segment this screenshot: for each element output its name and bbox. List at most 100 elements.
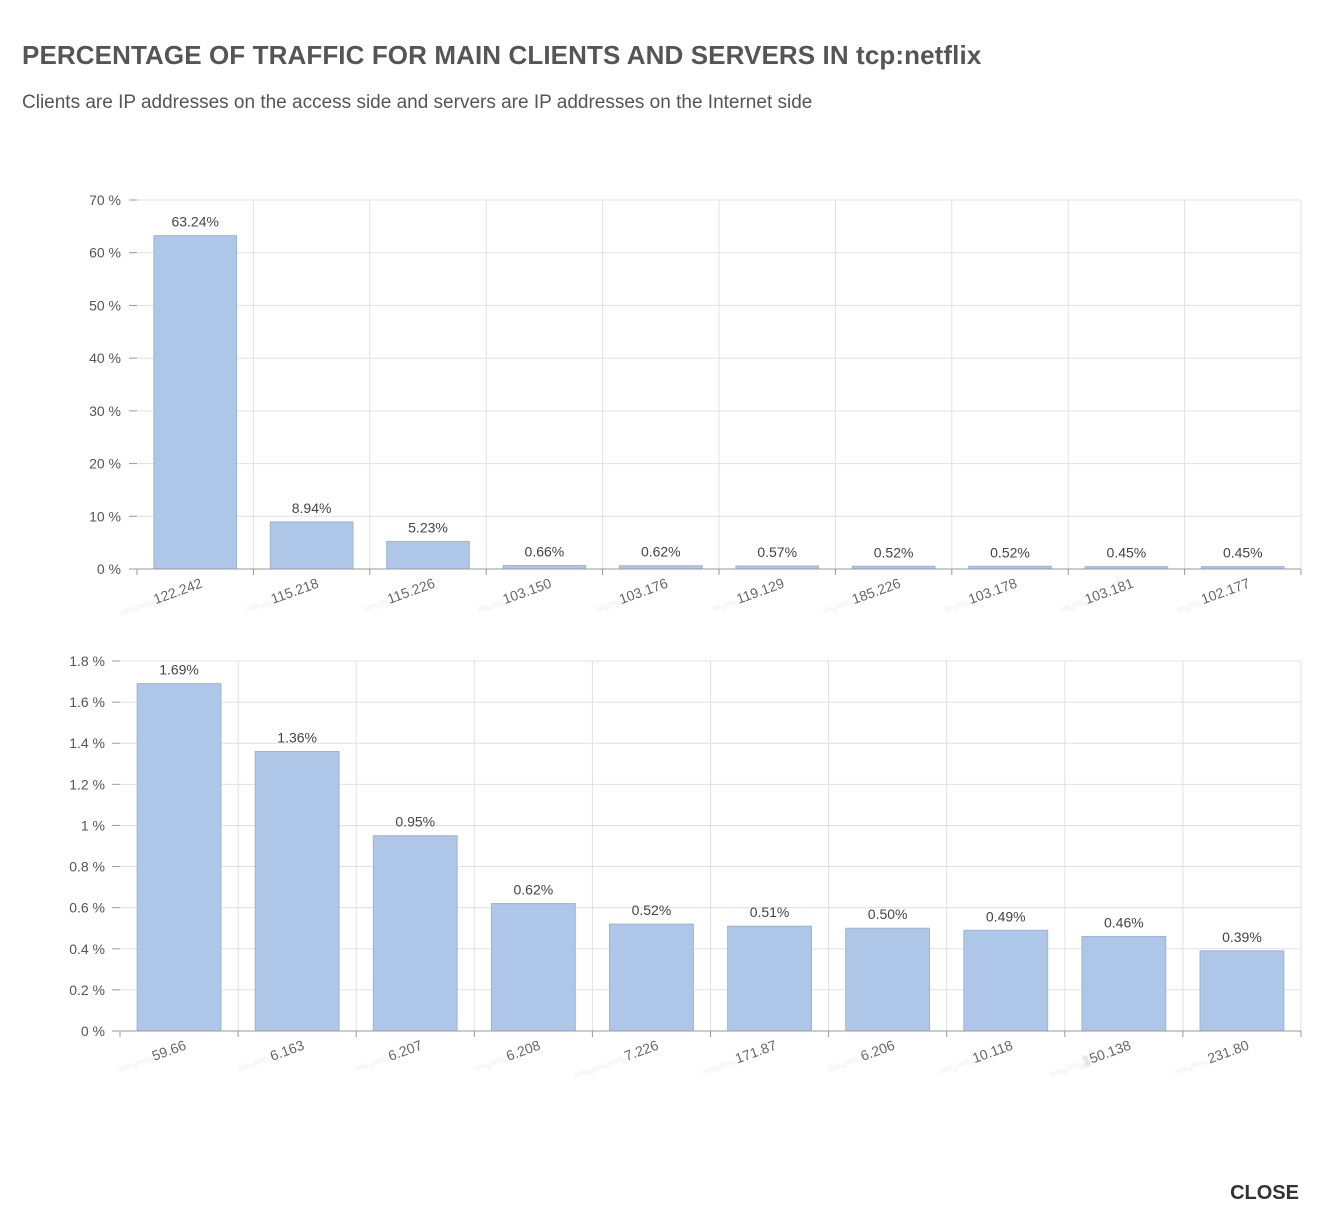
bar[interactable] <box>609 923 694 1032</box>
bar[interactable] <box>372 835 458 1032</box>
ip-suffix: 6.207 <box>386 1037 425 1064</box>
bar-value-label: 0.52% <box>874 544 914 560</box>
x-category-label: ···.···.6.207 <box>352 1037 424 1076</box>
bar[interactable] <box>1081 935 1167 1032</box>
bar[interactable] <box>153 235 238 570</box>
ip-suffix: 6.208 <box>504 1037 543 1064</box>
y-tick-label: 0.6 % <box>69 900 105 916</box>
redacted-ip-prefix: ···.···. <box>825 1049 864 1076</box>
x-category-label: ···.···.6.206 <box>825 1037 897 1076</box>
ip-suffix: 7.226 <box>622 1037 661 1064</box>
bar-value-label: 0.46% <box>1104 914 1144 930</box>
bar[interactable] <box>845 927 931 1032</box>
svg-text:···.···.6.206: ···.···.6.206 <box>825 1037 897 1076</box>
x-category-label: ··.··.103.178 <box>941 575 1019 616</box>
ip-suffix: 10.118 <box>970 1037 1015 1066</box>
y-tick-label: 0.8 % <box>69 859 105 875</box>
y-tick-label: 30 % <box>89 403 121 419</box>
redacted-ip-prefix: ···.···. <box>352 1049 391 1076</box>
x-category-label: ···.·.115.218 <box>244 575 321 616</box>
page-title: PERCENTAGE OF TRAFFIC FOR MAIN CLIENTS A… <box>22 40 982 70</box>
x-category-label: ··.··.103.181 <box>1058 575 1136 616</box>
y-tick-label: 1.8 % <box>69 653 105 669</box>
x-category-label: ··.··.102.177 <box>1174 575 1252 616</box>
x-category-label: ··.··.103.150 <box>476 575 554 616</box>
x-category-label: ···.···.6.208 <box>470 1037 542 1076</box>
ip-suffix: 6.206 <box>858 1037 897 1064</box>
svg-text:··.··.103.181: ··.··.103.181 <box>1058 575 1136 616</box>
redacted-ip-prefix: ···.···. <box>936 1051 975 1078</box>
bar-value-label: 0.66% <box>525 544 565 560</box>
ip-suffix: 103.181 <box>1082 575 1135 607</box>
svg-text:···.···.6.207: ···.···.6.207 <box>352 1037 424 1076</box>
bar[interactable] <box>502 565 587 570</box>
svg-text:···.···.10.118: ···.···.10.118 <box>936 1037 1015 1079</box>
svg-text:···.···.6.163: ···.···.6.163 <box>234 1037 306 1076</box>
redacted-ip-prefix: ···.···. <box>1172 1051 1211 1078</box>
bar-value-label: 0.62% <box>513 882 553 898</box>
svg-text:···.···.59.66: ···.···.59.66 <box>116 1037 188 1076</box>
redacted-ip-prefix: ··.···. <box>820 592 855 618</box>
bar-value-label: 0.57% <box>757 544 797 560</box>
x-category-label: ··.··.119.129 <box>709 575 786 616</box>
bar[interactable] <box>386 540 470 570</box>
ip-suffix: 171.87 <box>733 1037 779 1067</box>
svg-text:···.·.115.218: ···.·.115.218 <box>244 575 321 616</box>
ip-suffix: 115.218 <box>269 575 321 607</box>
bar[interactable] <box>727 925 812 1032</box>
y-tick-label: 0 % <box>81 1023 105 1039</box>
svg-text:··.··.103.178: ··.··.103.178 <box>941 575 1019 616</box>
redacted-ip-prefix: ···.···. <box>116 1049 155 1076</box>
bar-value-label: 0.52% <box>632 902 672 918</box>
bar[interactable] <box>136 683 222 1032</box>
svg-text:··.··.103.176: ··.··.103.176 <box>592 575 670 616</box>
svg-text:··.··.102.177: ··.··.102.177 <box>1174 575 1252 616</box>
ip-suffix: 122.242 <box>151 575 204 607</box>
bar-value-label: 0.50% <box>868 906 908 922</box>
y-tick-label: 20 % <box>89 456 121 472</box>
ip-suffix: 103.150 <box>500 575 553 607</box>
ip-suffix: 50.138 <box>1087 1037 1133 1067</box>
svg-text:··.···.185.226: ··.···.185.226 <box>820 575 902 618</box>
y-tick-label: 1.2 % <box>69 776 105 792</box>
bar[interactable] <box>1199 950 1285 1032</box>
bar[interactable] <box>490 903 576 1032</box>
svg-text:···.···.6.208: ···.···.6.208 <box>470 1037 542 1076</box>
redacted-ip-prefix: ···.···.1 <box>1046 1051 1093 1081</box>
bar-value-label: 63.24% <box>171 214 218 230</box>
bar[interactable] <box>963 929 1049 1032</box>
bar-value-label: 0.45% <box>1223 545 1263 561</box>
bar-value-label: 0.95% <box>395 814 435 830</box>
y-tick-label: 1.6 % <box>69 694 105 710</box>
x-category-label: ···.·.115.226 <box>360 575 437 616</box>
close-button[interactable]: CLOSE <box>1230 1182 1299 1204</box>
bar-value-label: 0.51% <box>750 904 790 920</box>
page-subtitle: Clients are IP addresses on the access s… <box>22 92 813 113</box>
ip-suffix: 59.66 <box>150 1037 189 1064</box>
bar[interactable] <box>269 521 354 570</box>
clients-chart: 0 % 10 % 20 % 30 % 40 % 50 % 60 % 70 % 63.24% ···… <box>89 192 1302 620</box>
bar[interactable] <box>254 750 340 1032</box>
ip-suffix: 119.129 <box>734 575 786 607</box>
x-category-label: ··.···.185.226 <box>820 575 902 618</box>
y-tick-label: 40 % <box>89 350 121 366</box>
x-category-label: ···.···.231.80 <box>1172 1037 1252 1079</box>
x-category-label: ···.···.6.163 <box>234 1037 306 1076</box>
svg-text:···.···.122.242: ···.···.122.242 <box>118 575 205 620</box>
bar-value-label: 8.94% <box>292 500 332 516</box>
svg-text:··.··.103.150: ··.··.103.150 <box>476 575 554 616</box>
ip-suffix: 103.176 <box>617 575 670 607</box>
bar-value-label: 0.39% <box>1222 929 1262 945</box>
bar-value-label: 0.62% <box>641 544 681 560</box>
bar-value-label: 1.69% <box>159 662 199 678</box>
svg-text:···.···.171.87: ···.···.171.87 <box>699 1037 779 1079</box>
y-tick-label: 70 % <box>89 192 121 208</box>
y-tick-label: 50 % <box>89 297 121 313</box>
x-category-label: ··.··.103.176 <box>592 575 670 616</box>
y-tick-label: 0 % <box>97 561 121 577</box>
ip-suffix: 6.163 <box>268 1037 307 1064</box>
svg-text:··.··.119.129: ··.··.119.129 <box>709 575 786 616</box>
y-tick-label: 1.4 % <box>69 735 105 751</box>
ip-suffix: 231.80 <box>1205 1037 1251 1067</box>
